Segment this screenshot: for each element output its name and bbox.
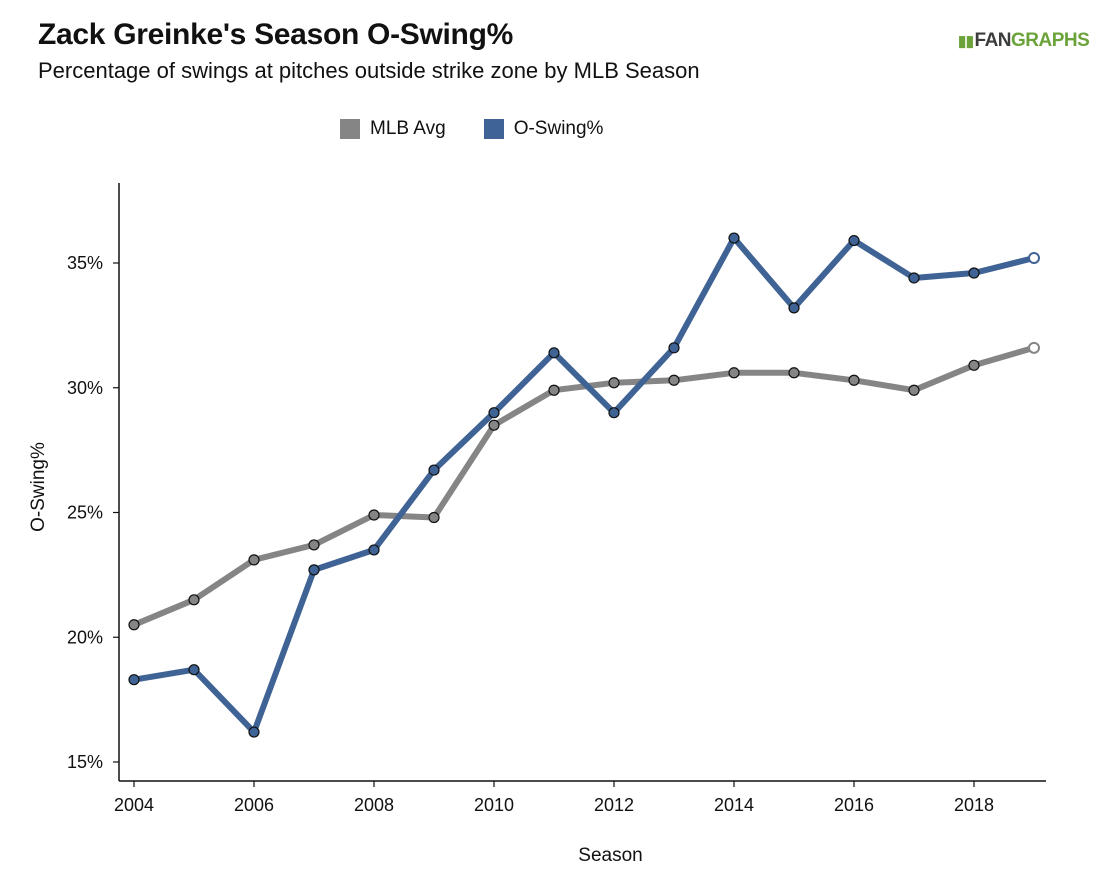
x-tick-label: 2012 xyxy=(594,795,634,815)
data-point-mlb-avg xyxy=(548,384,560,396)
chart-subtitle: Percentage of swings at pitches outside … xyxy=(38,58,700,83)
data-point-mlb-avg xyxy=(788,367,800,379)
x-tick-label: 2008 xyxy=(354,795,394,815)
legend-label-mlb-avg: MLB Avg xyxy=(370,118,446,139)
y-axis-title: O-Swing% xyxy=(28,442,49,532)
data-point-mlb-avg xyxy=(488,419,500,431)
data-point-mlb-avg xyxy=(188,594,200,606)
data-point-o-swing xyxy=(248,726,260,738)
data-point-o-swing xyxy=(368,544,380,556)
data-point-mlb-avg xyxy=(368,509,380,521)
legend-swatch-o-swing xyxy=(483,119,504,139)
logo-text-graphs: GRAPHS xyxy=(1011,30,1090,51)
data-point-mlb-avg xyxy=(128,619,140,631)
y-tick-label: 30% xyxy=(67,378,103,398)
data-point-mlb-avg xyxy=(728,367,740,379)
x-tick-label: 2004 xyxy=(114,795,154,815)
data-point-o-swing xyxy=(428,464,440,476)
data-point-o-swing xyxy=(608,407,620,419)
data-point-mlb-avg xyxy=(908,384,920,396)
data-point-o-swing xyxy=(128,674,140,686)
fangraphs-logo: ▮▮FANGRAPHS xyxy=(958,30,1090,52)
series-lines-group xyxy=(131,235,1037,736)
data-point-o-swing xyxy=(1028,252,1040,265)
legend-label-o-swing: O-Swing% xyxy=(513,118,604,139)
chart-legend: MLB Avg O-Swing% xyxy=(340,118,641,140)
data-point-mlb-avg xyxy=(1028,341,1040,354)
legend-item-o-swing: O-Swing% xyxy=(483,118,604,140)
logo-text-fan: FAN xyxy=(974,30,1012,51)
x-tick-label: 2006 xyxy=(234,795,274,815)
series-line-o-swing xyxy=(131,235,1037,736)
x-axis-title: Season xyxy=(578,845,642,866)
data-point-mlb-avg xyxy=(668,374,680,386)
data-point-o-swing xyxy=(968,267,980,279)
data-point-o-swing xyxy=(728,232,740,244)
y-tick-label: 25% xyxy=(67,503,103,523)
chart-title: Zack Greinke's Season O-Swing% xyxy=(38,18,513,51)
legend-swatch-mlb-avg xyxy=(340,119,360,139)
x-tick-label: 2018 xyxy=(954,795,994,815)
data-point-mlb-avg xyxy=(608,377,620,389)
x-tick-label: 2014 xyxy=(714,795,754,815)
data-point-o-swing xyxy=(548,347,560,359)
y-tick-label: 20% xyxy=(67,627,103,647)
series-line-mlb-avg xyxy=(131,344,1037,628)
fangraphs-logo-icon: ▮▮ xyxy=(958,33,974,50)
x-tick-label: 2010 xyxy=(474,795,514,815)
data-point-mlb-avg xyxy=(968,359,980,371)
data-point-o-swing xyxy=(908,272,920,284)
data-point-mlb-avg xyxy=(248,554,260,566)
data-point-o-swing xyxy=(308,564,320,576)
x-tick-label: 2016 xyxy=(834,795,874,815)
data-point-o-swing xyxy=(848,234,860,247)
legend-item-mlb-avg: MLB Avg xyxy=(340,118,446,140)
data-point-o-swing xyxy=(668,342,680,354)
y-tick-label: 35% xyxy=(67,253,103,273)
data-point-mlb-avg xyxy=(308,539,320,551)
series-points-group xyxy=(128,232,1040,738)
data-point-o-swing xyxy=(488,407,500,419)
data-point-o-swing xyxy=(188,664,200,676)
data-point-mlb-avg xyxy=(428,511,440,524)
data-point-o-swing xyxy=(788,302,800,314)
axes-group: 15% 20% 25% 30% 35% 2004 2006 2008 2010 2012 2014 2… xyxy=(67,183,1046,815)
y-tick-label: 15% xyxy=(67,752,103,772)
data-point-mlb-avg xyxy=(848,374,860,386)
